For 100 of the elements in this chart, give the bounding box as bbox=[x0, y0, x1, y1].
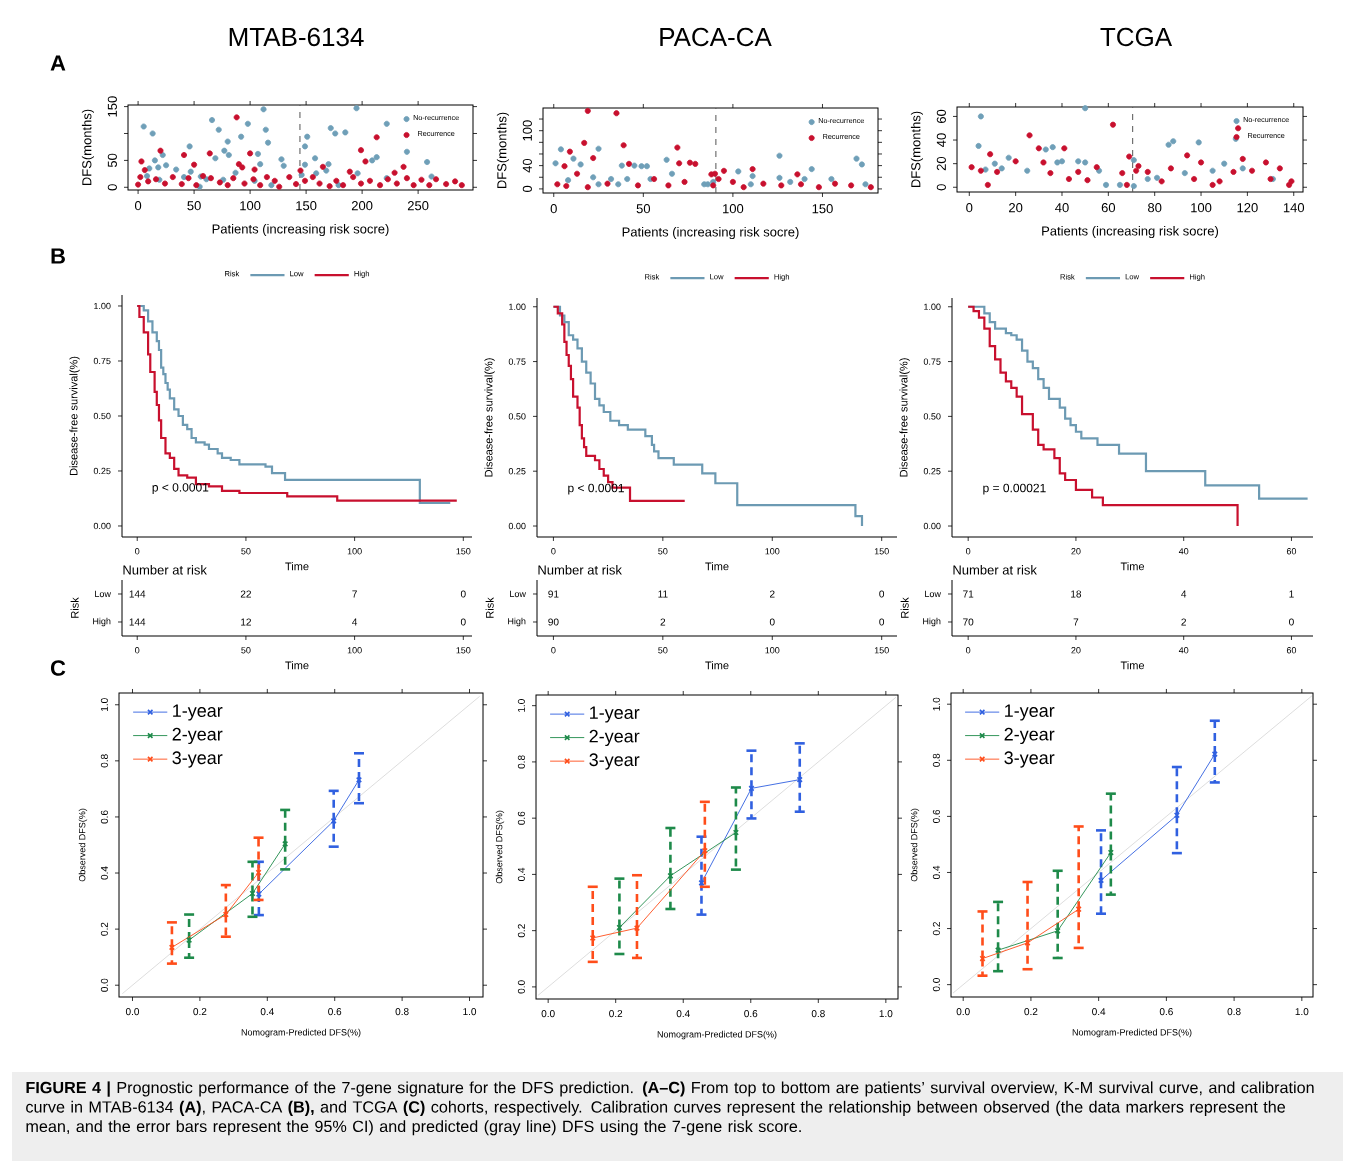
y-tick-label: 1.00 bbox=[94, 302, 111, 310]
x-tick-label: 100 bbox=[765, 647, 780, 654]
x-tick-label: 80 bbox=[1148, 203, 1162, 213]
y-tick-label: 100 bbox=[522, 120, 532, 141]
x-axis-title: Nomogram-Predicted DFS(%) bbox=[241, 1028, 361, 1038]
y-tick-label: 0 bbox=[936, 184, 946, 191]
chart-title: Number at risk bbox=[123, 565, 207, 575]
x-tick-label: 50 bbox=[241, 647, 251, 654]
x-tick-label: 150 bbox=[874, 548, 889, 555]
x-tick-label: 0.2 bbox=[193, 1008, 207, 1016]
annotation: p < 0.0001 bbox=[152, 483, 209, 495]
y-axis-title: Observed DFS(%) bbox=[910, 808, 920, 882]
x-tick-label: 100 bbox=[765, 548, 780, 555]
y-tick-label: 0.75 bbox=[508, 358, 526, 365]
annotation: p = 0.00021 bbox=[983, 483, 1046, 495]
y-tick-label: 0.6 bbox=[517, 811, 525, 825]
x-tick-label: 100 bbox=[723, 204, 744, 214]
data-label: 0 bbox=[769, 618, 775, 626]
x-tick-label: 20 bbox=[1071, 647, 1081, 654]
x-axis-title: Nomogram-Predicted DFS(%) bbox=[1072, 1028, 1192, 1038]
x-tick-label: 0.8 bbox=[811, 1010, 825, 1018]
x-tick-label: 50 bbox=[636, 204, 651, 214]
y-tick-label: Low bbox=[95, 590, 111, 598]
data-label: 7 bbox=[352, 590, 357, 598]
x-axis-title: Nomogram-Predicted DFS(%) bbox=[657, 1030, 777, 1040]
data-label: 0 bbox=[1289, 618, 1294, 626]
legend-label: 2-year bbox=[172, 727, 223, 745]
legend-label: 1-year bbox=[173, 704, 223, 721]
x-tick-label: 0 bbox=[135, 548, 140, 555]
y-tick-label: 0.50 bbox=[508, 413, 526, 420]
x-tick-label: 1.0 bbox=[463, 1008, 477, 1016]
chart-title: PACA-CA bbox=[660, 27, 772, 47]
y-tick-label: 0.6 bbox=[932, 809, 940, 823]
x-axis-title: Patients (increasing risk socre) bbox=[212, 224, 389, 237]
chart-title: TCGA bbox=[1100, 27, 1173, 47]
x-tick-label: 0 bbox=[134, 201, 142, 211]
x-tick-label: 150 bbox=[456, 647, 471, 654]
x-tick-label: 0.8 bbox=[395, 1008, 409, 1016]
y-tick-label: Low bbox=[510, 590, 526, 598]
x-tick-label: 50 bbox=[658, 548, 668, 555]
legend-label: 1-year bbox=[1005, 704, 1055, 721]
x-tick-label: 0.2 bbox=[609, 1010, 623, 1018]
y-tick-label: 0.2 bbox=[932, 922, 940, 936]
legend-label: 2-year bbox=[589, 729, 640, 747]
x-tick-label: 20 bbox=[1009, 203, 1023, 213]
y-axis-title: Disease-free survival(%) bbox=[899, 358, 910, 477]
y-tick-label: 20 bbox=[936, 156, 946, 171]
data-label: 0 bbox=[460, 618, 466, 626]
x-tick-label: 0.0 bbox=[956, 1008, 970, 1016]
x-axis-title: Patients (increasing risk socre) bbox=[1042, 225, 1219, 239]
y-tick-label: 0.8 bbox=[100, 754, 108, 768]
data-label: 91 bbox=[548, 590, 559, 598]
data-label: 0 bbox=[879, 590, 885, 598]
x-tick-label: 120 bbox=[1237, 203, 1258, 213]
x-tick-label: 100 bbox=[1191, 203, 1212, 213]
y-tick-label: 0.0 bbox=[932, 978, 940, 992]
x-tick-label: 40 bbox=[1055, 203, 1069, 213]
y-tick-label: 0 bbox=[107, 184, 117, 191]
legend-label: 2-year bbox=[1004, 727, 1055, 745]
y-tick-label: 0.2 bbox=[100, 922, 108, 936]
x-tick-label: 140 bbox=[1283, 203, 1305, 213]
data-label: 4 bbox=[352, 618, 358, 626]
chart-title: MTAB-6134 bbox=[229, 27, 364, 47]
data-label: 11 bbox=[658, 590, 668, 598]
x-tick-label: 150 bbox=[296, 201, 317, 211]
x-tick-label: 0.4 bbox=[260, 1008, 274, 1016]
data-label: 144 bbox=[129, 590, 146, 598]
y-tick-label: 0.50 bbox=[93, 412, 111, 420]
x-tick-label: 1.0 bbox=[879, 1010, 893, 1018]
x-tick-label: 1.0 bbox=[1295, 1008, 1309, 1016]
text: A bbox=[50, 55, 66, 71]
y-tick-label: 60 bbox=[936, 109, 946, 124]
y-axis-title: DFS(months) bbox=[910, 111, 924, 188]
y-tick-label: 0.00 bbox=[93, 522, 111, 530]
x-tick-label: 0.6 bbox=[328, 1008, 342, 1016]
x-tick-label: 50 bbox=[241, 548, 251, 555]
data-label: 90 bbox=[548, 618, 559, 626]
x-tick-label: 0.0 bbox=[125, 1008, 140, 1016]
y-axis-title: Risk bbox=[485, 597, 494, 618]
y-axis-title: DFS(months) bbox=[81, 109, 95, 186]
x-tick-label: 0.6 bbox=[744, 1010, 758, 1018]
y-tick-label: 0.4 bbox=[932, 865, 940, 880]
x-axis-title: Time bbox=[285, 562, 309, 571]
y-tick-label: 0.8 bbox=[517, 755, 525, 769]
text: C bbox=[50, 660, 66, 676]
y-tick-label: 0.25 bbox=[93, 467, 111, 475]
x-axis-title: Time bbox=[1120, 562, 1145, 571]
chart-title: Number at risk bbox=[953, 565, 1037, 575]
y-tick-label: 40 bbox=[522, 158, 532, 173]
y-tick-label: 0.0 bbox=[517, 980, 525, 994]
x-tick-label: 0 bbox=[135, 647, 140, 654]
x-axis-title: Time bbox=[1120, 661, 1145, 670]
text: B bbox=[51, 248, 65, 264]
x-tick-label: 0.4 bbox=[1092, 1008, 1106, 1016]
x-tick-label: 150 bbox=[812, 204, 833, 214]
y-tick-label: High bbox=[93, 617, 111, 627]
x-tick-label: 0 bbox=[966, 647, 971, 654]
y-axis-title: Observed DFS(%) bbox=[78, 808, 88, 882]
y-tick-label: 40 bbox=[936, 133, 946, 147]
x-tick-label: 60 bbox=[1286, 548, 1297, 555]
